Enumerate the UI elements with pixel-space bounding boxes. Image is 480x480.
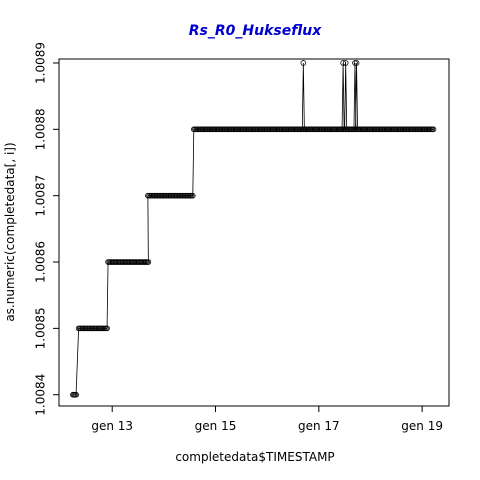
x-tick-label: gen 17 (298, 419, 340, 433)
y-tick-label: 1.0085 (34, 307, 48, 349)
spike-line (301, 62, 305, 130)
x-axis-label: completedata$TIMESTAMP (175, 450, 334, 464)
spike-point (300, 60, 307, 66)
y-tick-label: 1.0088 (34, 108, 48, 150)
y-tick-label: 1.0084 (34, 374, 48, 416)
spike-point (342, 60, 349, 66)
spike-point (352, 60, 358, 66)
spike-point (340, 60, 346, 66)
spike-point (353, 60, 360, 66)
x-tick-label: gen 13 (91, 419, 133, 433)
y-axis: 1.0084 1.0085 1.0086 1.0087 1.0088 1.0089 (33, 42, 59, 416)
plot-area (70, 60, 437, 398)
spike-line (341, 62, 345, 130)
data-point (189, 192, 196, 199)
spike-line (355, 62, 358, 130)
data-point (104, 325, 110, 332)
y-tick-label: 1.0086 (33, 241, 47, 283)
x-axis: gen 13 gen 15 gen 17 gen 19 (91, 406, 443, 433)
x-tick-label: gen 15 (195, 419, 237, 433)
data-point (73, 391, 79, 398)
y-tick-label: 1.0087 (34, 175, 48, 217)
plot-frame (58, 58, 450, 407)
spike-line (344, 62, 348, 130)
y-axis-label: as.numeric(completedata[, i]) (3, 142, 17, 321)
chart-title: Rs_R0_Hukseflux (189, 23, 322, 39)
data-point (430, 126, 437, 133)
y-tick-label: 1.0089 (34, 42, 48, 84)
x-tick-label: gen 19 (401, 419, 443, 433)
data-point (145, 259, 152, 265)
